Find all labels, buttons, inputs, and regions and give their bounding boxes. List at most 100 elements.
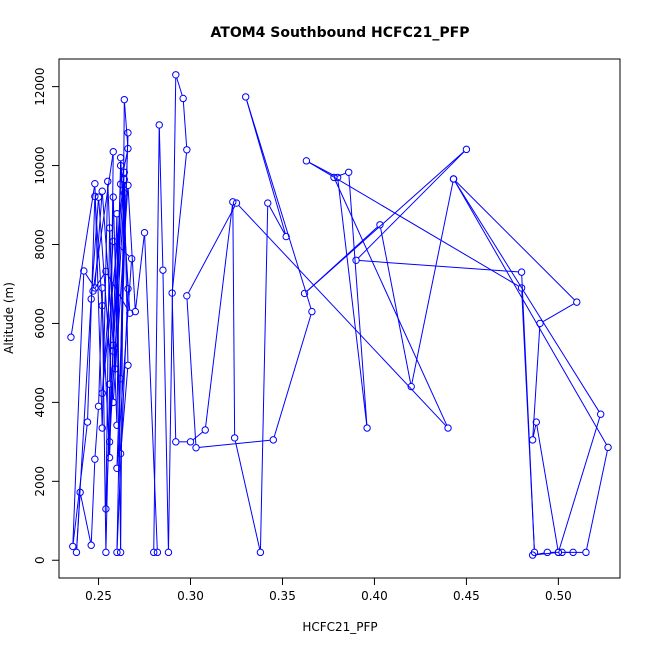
data-point <box>102 505 110 513</box>
series-line-segment <box>536 425 559 550</box>
series-line-segment <box>94 409 99 456</box>
data-point <box>91 455 99 463</box>
series-line-segment <box>558 417 601 550</box>
series-line-segment <box>454 181 607 445</box>
data-point <box>87 541 95 549</box>
series-line-segment <box>306 226 378 292</box>
data-point <box>124 144 132 153</box>
data-point <box>94 193 103 201</box>
data-point <box>113 548 121 557</box>
series-line-segment <box>98 200 114 400</box>
data-point <box>98 301 106 310</box>
series-line-segment <box>521 275 535 549</box>
data-point <box>120 189 128 197</box>
series-line-segment <box>176 77 183 96</box>
series-line-segment <box>112 188 129 400</box>
data-point <box>179 94 187 103</box>
series-line-segment <box>259 206 269 549</box>
data-point <box>111 365 119 373</box>
data-point <box>229 198 237 206</box>
series-line-segment <box>358 151 465 259</box>
y-tick-label: 0 <box>33 556 47 564</box>
data-point <box>449 175 458 183</box>
y-tick-label: 8000 <box>33 229 47 260</box>
x-tick-label: 0.50 <box>545 589 572 603</box>
data-point <box>517 268 526 276</box>
x-axis-label: HCFC21_PFP <box>302 620 377 634</box>
series-line-segment <box>162 273 169 549</box>
data-point <box>155 121 163 129</box>
series-line-segment <box>112 187 121 348</box>
data-point <box>76 488 84 497</box>
data-point <box>116 449 125 458</box>
data-point <box>569 548 577 557</box>
data-point <box>517 284 526 292</box>
series-points <box>67 71 612 559</box>
data-point <box>105 453 114 462</box>
data-point <box>124 129 132 137</box>
data-point <box>109 193 117 201</box>
data-point <box>256 548 265 557</box>
series-line-segment <box>234 441 261 550</box>
data-point <box>120 175 128 184</box>
data-point <box>596 410 605 418</box>
data-point <box>444 424 452 432</box>
data-point <box>116 153 125 162</box>
data-point <box>308 307 316 316</box>
series-line-segment <box>268 205 285 234</box>
y-tick-label: 6000 <box>33 308 47 339</box>
series-line-segment <box>90 462 96 542</box>
data-point <box>140 228 149 237</box>
data-point <box>91 284 99 292</box>
data-point <box>153 548 162 557</box>
data-point <box>116 161 125 170</box>
y-tick-label: 10000 <box>33 146 47 184</box>
series-line-segment <box>167 78 177 549</box>
series-line-segment <box>455 181 575 301</box>
series-line-segment <box>380 228 412 384</box>
data-point <box>105 224 114 232</box>
x-tick-label: 0.25 <box>85 589 112 603</box>
data-point <box>113 210 121 218</box>
data-point <box>105 380 114 388</box>
data-point <box>105 438 114 446</box>
series-line-segment <box>337 172 346 177</box>
series-line-segment <box>309 162 519 287</box>
series-line-segment <box>94 194 103 285</box>
series-line-segment <box>76 302 92 549</box>
series-line-segment <box>192 431 203 441</box>
data-point <box>407 382 415 391</box>
data-point <box>330 173 338 182</box>
data-point <box>363 424 371 432</box>
data-point <box>120 95 128 104</box>
data-point <box>127 255 136 263</box>
data-point <box>558 548 566 557</box>
chart-title: ATOM4 Southbound HCFC21_PFP <box>211 25 470 41</box>
data-point <box>183 292 191 300</box>
data-point <box>573 298 581 306</box>
data-point <box>264 199 272 207</box>
x-axis: 0.25 0.30 0.35 0.40 0.45 0.50 <box>85 577 572 603</box>
data-point <box>352 256 360 264</box>
series-line-segment <box>87 199 96 419</box>
series-line-segment <box>127 188 136 309</box>
series-line-segment <box>120 368 129 451</box>
x-tick-label: 0.40 <box>361 589 388 603</box>
series-line-segment <box>359 260 519 273</box>
series-line-segment <box>348 175 368 425</box>
data-point <box>536 319 544 328</box>
series-line-segment <box>171 153 187 290</box>
data-point <box>164 548 173 557</box>
data-point <box>333 173 342 182</box>
data-point <box>269 436 277 444</box>
data-point <box>109 237 117 246</box>
series-line-segment <box>98 291 103 403</box>
data-point <box>150 548 158 557</box>
series-line-segment <box>112 200 122 451</box>
data-point <box>300 289 309 298</box>
x-tick-label: 0.30 <box>177 589 204 603</box>
data-point <box>168 289 176 297</box>
series-line-segment <box>454 181 600 412</box>
data-point <box>230 434 239 442</box>
series-line-segment <box>586 450 608 550</box>
